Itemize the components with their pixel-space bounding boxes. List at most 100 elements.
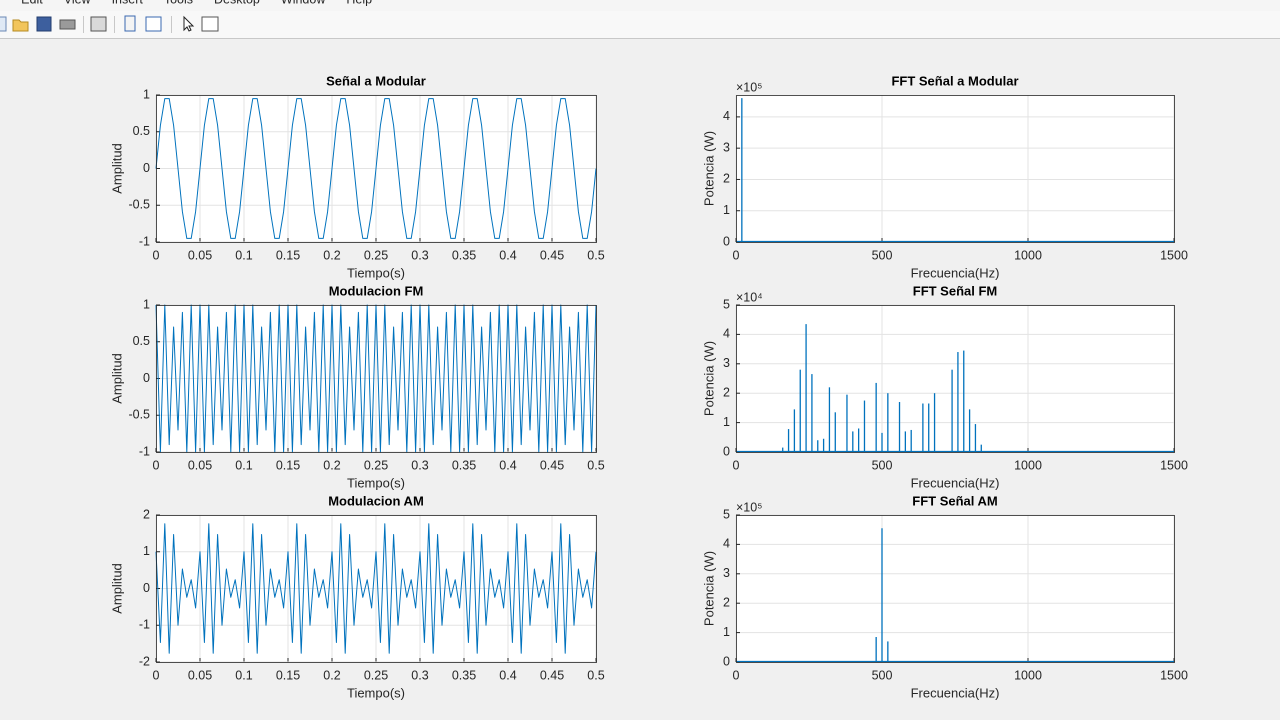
y-tick-label: 4 — [723, 537, 730, 551]
x-tick-label: 0.2 — [323, 458, 340, 472]
x-tick-label: 1000 — [1014, 668, 1042, 682]
y-multiplier: ×10⁵ — [736, 500, 762, 514]
y-axis-label: Amplitud — [109, 143, 124, 194]
property-icon[interactable] — [201, 16, 219, 32]
axes-background — [736, 95, 1174, 242]
y-tick-label: -0.5 — [128, 408, 150, 422]
y-tick-label: -1 — [139, 618, 150, 632]
menu-item[interactable]: Tools — [164, 0, 193, 6]
y-tick-label: 1 — [143, 544, 150, 558]
menu-item[interactable]: Help — [346, 0, 372, 6]
chart-title: Señal a Modular — [326, 73, 426, 88]
x-tick-label: 0.15 — [276, 248, 300, 262]
y-tick-label: 1 — [143, 87, 150, 101]
y-tick-label: 1 — [723, 625, 730, 639]
y-tick-label: 3 — [723, 140, 730, 154]
y-tick-label: 0 — [143, 161, 150, 175]
y-tick-label: 0 — [723, 234, 730, 248]
menu-item[interactable]: Desktop — [214, 0, 260, 6]
y-axis-label: Potencia (W) — [701, 341, 716, 416]
y-tick-label: 0 — [143, 581, 150, 595]
x-tick-label: 500 — [872, 248, 893, 262]
pointer-icon[interactable] — [183, 15, 195, 32]
y-tick-label: 2 — [723, 172, 730, 186]
chart-title: Modulacion AM — [328, 493, 424, 508]
print-icon[interactable] — [59, 19, 76, 30]
save-icon[interactable] — [36, 16, 52, 32]
y-tick-label: 2 — [723, 385, 730, 399]
axes-frame — [736, 515, 1175, 663]
x-tick-label: 0.45 — [540, 458, 564, 472]
x-tick-label: 500 — [872, 668, 893, 682]
menu-item[interactable]: View — [64, 0, 92, 6]
y-tick-label: 2 — [143, 507, 150, 521]
y-tick-label: 4 — [723, 109, 730, 123]
subplot: 0 500 1000 1500 0 1 2 3 4 5 FFT Señal AM Frecuencia… — [701, 493, 1188, 700]
menu-item[interactable]: Edit — [21, 0, 43, 6]
x-tick-label: 0 — [733, 248, 740, 262]
x-axis-label: Frecuencia(Hz) — [911, 685, 1000, 700]
x-axis-label: Frecuencia(Hz) — [911, 265, 1000, 280]
menu-item[interactable]: Insert — [112, 0, 144, 6]
subplot: 0 0.05 0.1 0.15 0.2 0.25 0.3 0.35 0.4 0.45 0.5 -1 -0… — [109, 283, 604, 490]
y-tick-label: 0.5 — [133, 334, 150, 348]
signal-line — [155, 304, 597, 453]
x-tick-label: 0.3 — [411, 458, 428, 472]
subplot: 0 0.05 0.1 0.15 0.2 0.25 0.3 0.35 0.4 0.45 0.5 -1 -0… — [109, 73, 604, 280]
chart-title: Modulacion FM — [329, 283, 424, 298]
menu-items: FileEditViewInsertToolsDesktopWindowHelp — [0, 0, 372, 6]
toolbar-icons — [0, 15, 219, 33]
colorbar-icon[interactable] — [124, 15, 136, 32]
x-tick-label: 0 — [153, 668, 160, 682]
x-tick-label: 0.45 — [540, 668, 564, 682]
legend-icon[interactable] — [145, 16, 162, 32]
axes-frame — [156, 515, 597, 663]
axes-frame — [736, 305, 1175, 453]
x-tick-label: 1500 — [1160, 668, 1188, 682]
menu-item[interactable]: Window — [281, 0, 326, 6]
x-tick-label: 0.25 — [364, 458, 388, 472]
x-tick-label: 0.15 — [276, 668, 300, 682]
axes-frame — [156, 305, 597, 453]
x-tick-label: 0.25 — [364, 668, 388, 682]
y-tick-label: 5 — [723, 507, 730, 521]
y-tick-label: 3 — [723, 356, 730, 370]
axes-background — [736, 515, 1174, 662]
y-axis-label: Potencia (W) — [701, 131, 716, 206]
x-tick-label: 0.35 — [452, 668, 476, 682]
y-tick-label: 3 — [723, 566, 730, 580]
y-multiplier: ×10⁴ — [736, 290, 763, 304]
x-tick-label: 0.3 — [411, 248, 428, 262]
x-tick-label: 0.45 — [540, 248, 564, 262]
x-tick-label: 1500 — [1160, 458, 1188, 472]
y-tick-label: -1 — [139, 444, 150, 458]
x-tick-label: 1000 — [1014, 248, 1042, 262]
x-tick-label: 0.1 — [235, 248, 252, 262]
y-tick-label: 1 — [143, 297, 150, 311]
axes-frame — [736, 95, 1175, 243]
x-tick-label: 0.5 — [587, 458, 604, 472]
x-tick-label: 1500 — [1160, 248, 1188, 262]
new-icon[interactable] — [0, 16, 7, 32]
open-icon[interactable] — [12, 19, 29, 32]
x-tick-label: 0 — [733, 668, 740, 682]
x-tick-label: 500 — [872, 458, 893, 472]
chart-title: FFT Señal FM — [913, 283, 998, 298]
x-tick-label: 0.05 — [188, 458, 212, 472]
y-tick-label: -0.5 — [128, 198, 150, 212]
chart-title: FFT Señal a Modular — [891, 73, 1018, 88]
x-axis-label: Tiempo(s) — [347, 475, 405, 490]
x-tick-label: 0.4 — [499, 458, 516, 472]
y-tick-label: 0 — [143, 371, 150, 385]
x-tick-label: 0.05 — [188, 668, 212, 682]
x-tick-label: 0 — [153, 458, 160, 472]
x-tick-label: 0.5 — [587, 668, 604, 682]
y-multiplier: ×10⁵ — [736, 80, 762, 94]
x-tick-label: 0.15 — [276, 458, 300, 472]
x-tick-label: 0.4 — [499, 248, 516, 262]
x-tick-label: 0.05 — [188, 248, 212, 262]
y-tick-label: 2 — [723, 595, 730, 609]
link-icon[interactable] — [90, 16, 107, 32]
x-tick-label: 0.4 — [499, 668, 516, 682]
